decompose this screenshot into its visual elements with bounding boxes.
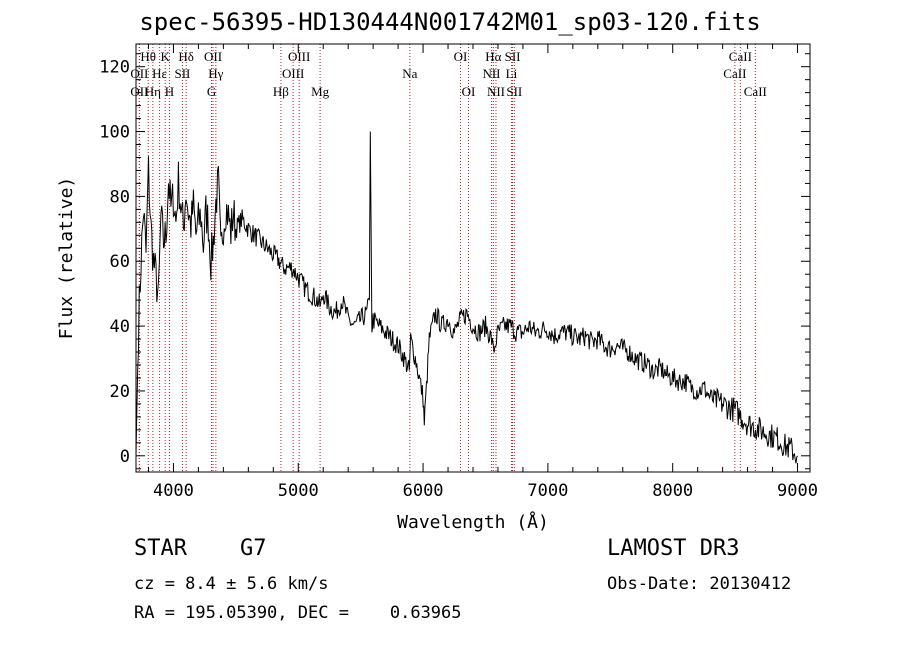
spectral-line-label: NII (487, 84, 505, 99)
spectral-line-label: Li (506, 66, 518, 81)
ra-dec-coordinates: RA = 195.05390, DEC = 0.63965 (134, 603, 462, 623)
spectral-line-label: Hβ (273, 84, 289, 99)
spectral-line-label: CaII (723, 66, 746, 81)
axis-ticks: 4000 5000 6000 7000 8000 9000 0 20 40 60 80 100 120 (99, 44, 818, 501)
spectral-line-label: H (165, 84, 174, 99)
spectral-line-label: CaII (729, 49, 752, 64)
spectral-line-markers (138, 44, 756, 472)
spectral-line-label: NII (482, 66, 500, 81)
object-class: STAR G7 (134, 536, 267, 561)
spectral-line-label: Hα (485, 49, 501, 64)
chart-title: spec-56395-HD130444N001742M01_sp03-120.f… (139, 8, 761, 36)
x-tick-label: 8000 (652, 481, 693, 501)
spectral-line-label: Hε (152, 66, 167, 81)
spectral-line-label: SII (505, 49, 521, 64)
spectral-line-label: OII (130, 66, 148, 81)
spectral-line-label: Mg (311, 84, 330, 99)
spectral-line-label: OI (462, 84, 476, 99)
x-tick-label: 9000 (777, 481, 818, 501)
spectrum-line (135, 131, 798, 464)
spectral-line-label: Hγ (208, 66, 223, 81)
x-tick-label: 7000 (527, 481, 568, 501)
spectrum-series (135, 131, 798, 464)
spectral-line-label: OII (130, 84, 148, 99)
spectral-line-label: K (161, 49, 171, 64)
y-tick-label: 20 (110, 382, 130, 402)
spectral-line-label: CaII (744, 84, 767, 99)
spectral-line-label: OIII (282, 66, 304, 81)
y-tick-label: 0 (120, 447, 130, 467)
spectral-line-label: G (207, 84, 216, 99)
spectral-line-label: OIII (288, 49, 310, 64)
y-tick-label: 120 (99, 58, 130, 78)
y-tick-label: 40 (110, 317, 130, 337)
observation-date: Obs-Date: 20130412 (607, 574, 792, 594)
x-tick-label: 6000 (403, 481, 444, 501)
x-tick-label: 5000 (278, 481, 319, 501)
y-tick-label: 100 (99, 123, 130, 143)
spectral-line-label: SII (506, 84, 522, 99)
spectral-line-label: OI (454, 49, 468, 64)
spectral-line-label: Hθ (140, 49, 156, 64)
plot-frame (135, 43, 811, 473)
y-tick-label: 60 (110, 252, 130, 272)
spectral-line-label: SII (174, 66, 190, 81)
spectral-line-label: Hη (145, 84, 161, 99)
redshift-cz: cz = 8.4 ± 5.6 km/s (134, 574, 329, 594)
y-tick-label: 80 (110, 187, 130, 207)
spectral-line-label: Hδ (178, 49, 194, 64)
y-axis-label: Flux (relative) (56, 177, 77, 340)
survey-name: LAMOST DR3 (607, 536, 740, 561)
spectral-line-label: Na (402, 66, 417, 81)
x-axis-label: Wavelength (Å) (397, 511, 549, 533)
spectral-line-label: OII (204, 49, 222, 64)
x-tick-label: 4000 (153, 481, 194, 501)
